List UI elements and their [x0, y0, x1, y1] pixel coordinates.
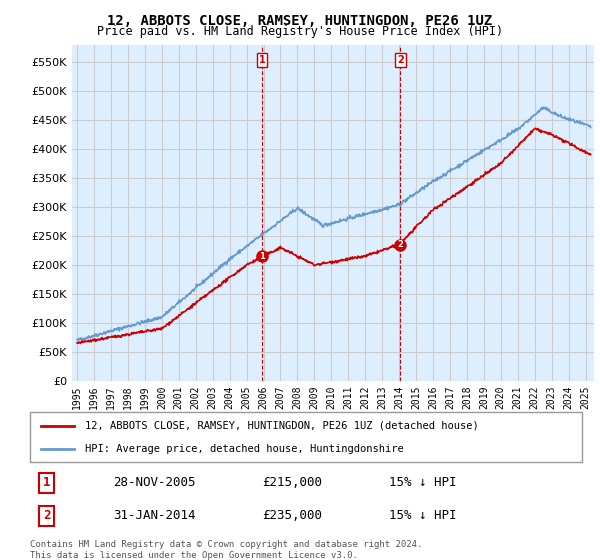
Text: 2: 2	[43, 509, 50, 522]
Text: Price paid vs. HM Land Registry's House Price Index (HPI): Price paid vs. HM Land Registry's House …	[97, 25, 503, 38]
Text: 28-NOV-2005: 28-NOV-2005	[113, 477, 196, 489]
Text: Contains HM Land Registry data © Crown copyright and database right 2024.
This d: Contains HM Land Registry data © Crown c…	[30, 540, 422, 560]
Text: £235,000: £235,000	[262, 509, 322, 522]
Text: 1: 1	[259, 55, 265, 65]
Text: 2: 2	[398, 240, 403, 249]
Text: 12, ABBOTS CLOSE, RAMSEY, HUNTINGDON, PE26 1UZ (detached house): 12, ABBOTS CLOSE, RAMSEY, HUNTINGDON, PE…	[85, 421, 479, 431]
Text: HPI: Average price, detached house, Huntingdonshire: HPI: Average price, detached house, Hunt…	[85, 445, 404, 454]
Text: 1: 1	[43, 477, 50, 489]
Text: 31-JAN-2014: 31-JAN-2014	[113, 509, 196, 522]
Text: 12, ABBOTS CLOSE, RAMSEY, HUNTINGDON, PE26 1UZ: 12, ABBOTS CLOSE, RAMSEY, HUNTINGDON, PE…	[107, 14, 493, 28]
Text: 15% ↓ HPI: 15% ↓ HPI	[389, 477, 457, 489]
Text: £215,000: £215,000	[262, 477, 322, 489]
Text: 15% ↓ HPI: 15% ↓ HPI	[389, 509, 457, 522]
Text: 1: 1	[259, 252, 265, 261]
Text: 2: 2	[397, 55, 404, 65]
FancyBboxPatch shape	[30, 412, 582, 462]
